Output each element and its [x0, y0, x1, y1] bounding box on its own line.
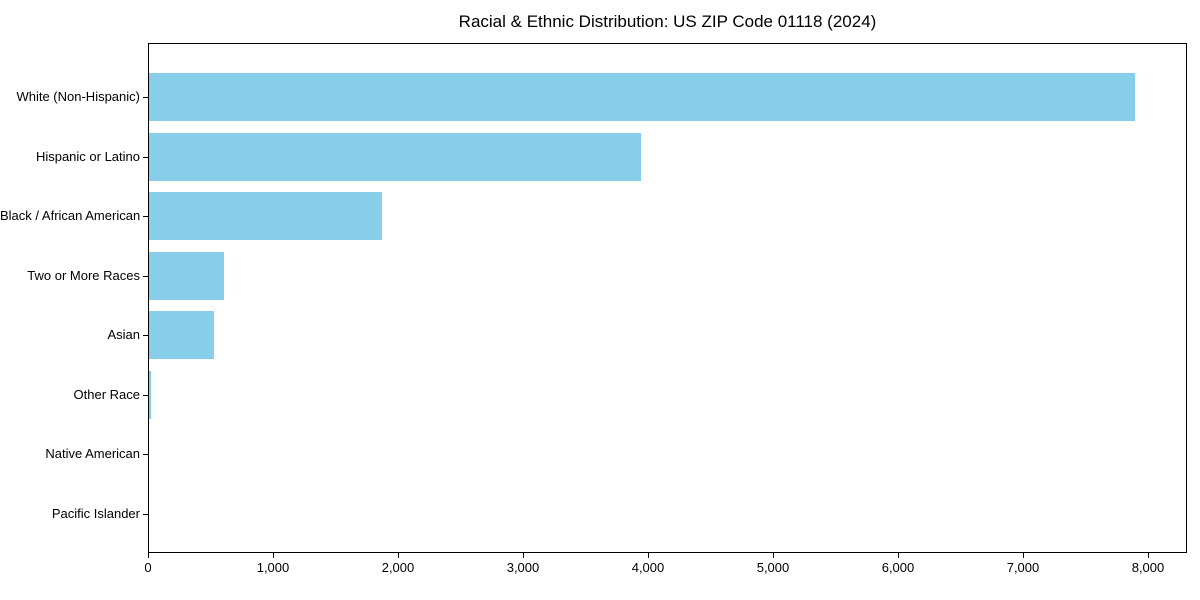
- bar-other-race: [149, 370, 151, 419]
- bar-asian: [149, 311, 214, 360]
- x-tick-mark: [648, 553, 649, 558]
- y-tick-mark: [143, 513, 148, 515]
- y-tick-mark: [143, 394, 148, 396]
- x-tick-mark: [898, 553, 899, 558]
- y-tick-mark: [143, 97, 148, 98]
- x-tick-label: 2,000: [381, 560, 415, 575]
- bar-white-non-hispanic: [149, 73, 1135, 121]
- y-tick-label: Other Race: [73, 386, 140, 402]
- bar-hispanic-or-latino: [149, 132, 641, 181]
- x-tick-mark: [1023, 553, 1024, 558]
- x-tick-mark: [773, 553, 774, 558]
- x-tick-label: 7,000: [1006, 560, 1040, 575]
- y-tick-label: Black / African American: [0, 208, 141, 224]
- x-tick-label: 0: [144, 560, 152, 575]
- y-tick-mark: [143, 275, 148, 277]
- bar-two-or-more-races: [149, 251, 224, 300]
- x-tick-label: 5,000: [756, 560, 790, 575]
- x-tick-label: 1,000: [256, 560, 290, 575]
- x-tick-mark: [398, 553, 399, 558]
- x-tick-mark: [148, 553, 149, 558]
- y-tick-mark: [143, 335, 148, 337]
- y-tick-mark: [143, 156, 148, 158]
- y-tick-mark: [143, 454, 148, 456]
- bar-black-african-american: [149, 192, 383, 241]
- y-tick-mark: [143, 216, 148, 218]
- x-tick-mark: [273, 553, 274, 558]
- y-tick-label: Hispanic or Latino: [35, 148, 140, 164]
- x-tick-label: 4,000: [631, 560, 665, 575]
- y-tick-label: White (Non-Hispanic): [16, 89, 140, 104]
- x-tick-label: 3,000: [506, 560, 540, 575]
- y-tick-label: Two or More Races: [27, 267, 140, 283]
- x-tick-mark: [523, 553, 524, 558]
- y-tick-label: Pacific Islander: [51, 505, 140, 521]
- x-tick-label: 6,000: [881, 560, 915, 575]
- y-tick-label: Asian: [107, 327, 140, 343]
- plot-area: [148, 43, 1187, 553]
- x-tick-label: 8,000: [1131, 560, 1165, 575]
- y-tick-label: Native American: [45, 446, 140, 462]
- x-tick-mark: [1148, 553, 1149, 558]
- chart-title: Racial & Ethnic Distribution: US ZIP Cod…: [458, 12, 877, 31]
